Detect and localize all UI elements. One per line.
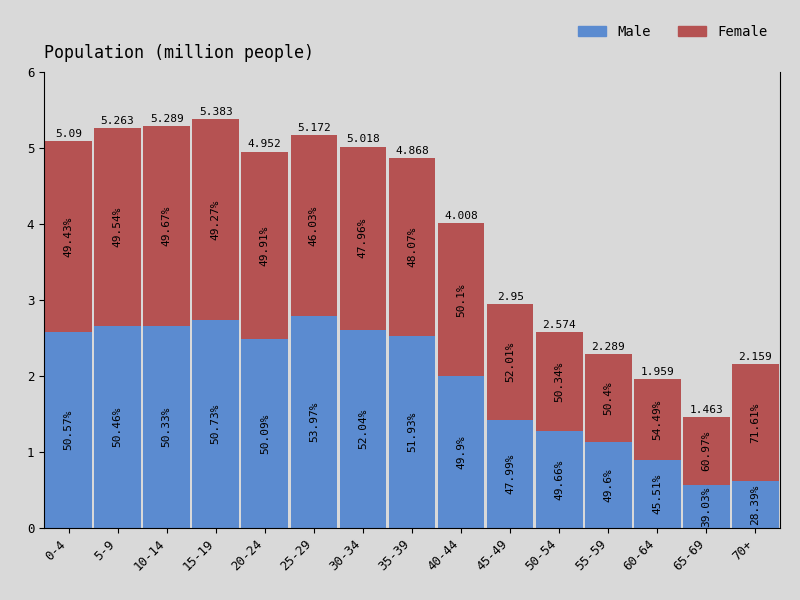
Bar	[389, 336, 435, 528]
Bar	[389, 158, 435, 336]
Text: Population (million people): Population (million people)	[44, 44, 314, 62]
Text: 49.91%: 49.91%	[260, 226, 270, 266]
Bar	[634, 379, 681, 460]
Text: 49.6%: 49.6%	[603, 468, 614, 502]
Bar	[487, 304, 534, 421]
Text: 52.01%: 52.01%	[505, 342, 515, 382]
Text: 49.43%: 49.43%	[63, 217, 74, 257]
Bar	[46, 332, 92, 528]
Text: 50.73%: 50.73%	[210, 404, 221, 445]
Text: 60.97%: 60.97%	[702, 430, 711, 471]
Text: 5.289: 5.289	[150, 114, 183, 124]
Text: 50.1%: 50.1%	[456, 283, 466, 317]
Text: 28.39%: 28.39%	[750, 484, 761, 525]
Text: 2.574: 2.574	[542, 320, 576, 330]
Bar	[683, 417, 730, 485]
Bar	[340, 329, 386, 528]
Bar	[290, 316, 337, 528]
Text: 1.463: 1.463	[690, 404, 723, 415]
Bar	[143, 126, 190, 326]
Bar	[585, 442, 631, 528]
Text: 5.172: 5.172	[297, 122, 330, 133]
Text: 5.018: 5.018	[346, 134, 380, 145]
Text: 2.289: 2.289	[591, 342, 625, 352]
Bar	[193, 119, 239, 320]
Bar	[242, 340, 288, 528]
Text: 5.09: 5.09	[55, 129, 82, 139]
Text: 4.868: 4.868	[395, 146, 429, 156]
Text: 71.61%: 71.61%	[750, 403, 761, 443]
Text: 49.27%: 49.27%	[210, 199, 221, 240]
Bar	[536, 431, 582, 528]
Text: 48.07%: 48.07%	[407, 227, 417, 267]
Bar	[94, 326, 141, 528]
Text: 4.008: 4.008	[444, 211, 478, 221]
Text: 5.263: 5.263	[101, 116, 134, 126]
Bar	[438, 223, 484, 376]
Bar	[585, 354, 631, 442]
Text: 47.96%: 47.96%	[358, 218, 368, 259]
Text: 50.4%: 50.4%	[603, 381, 614, 415]
Text: 52.04%: 52.04%	[358, 409, 368, 449]
Text: 49.67%: 49.67%	[162, 206, 172, 246]
Text: 49.66%: 49.66%	[554, 459, 564, 500]
Text: 50.34%: 50.34%	[554, 361, 564, 402]
Text: 46.03%: 46.03%	[309, 205, 319, 245]
Bar	[143, 326, 190, 528]
Text: 54.49%: 54.49%	[652, 400, 662, 440]
Text: 45.51%: 45.51%	[652, 474, 662, 514]
Text: 2.159: 2.159	[738, 352, 772, 362]
Bar	[242, 152, 288, 340]
Bar	[340, 146, 386, 329]
Text: 2.95: 2.95	[497, 292, 524, 302]
Bar	[290, 135, 337, 316]
Text: 47.99%: 47.99%	[505, 454, 515, 494]
Text: 50.09%: 50.09%	[260, 413, 270, 454]
Text: 53.97%: 53.97%	[309, 401, 319, 442]
Legend: Male, Female: Male, Female	[573, 20, 773, 45]
Text: 1.959: 1.959	[641, 367, 674, 377]
Bar	[634, 460, 681, 528]
Bar	[683, 485, 730, 528]
Bar	[487, 421, 534, 528]
Bar	[536, 332, 582, 431]
Text: 51.93%: 51.93%	[407, 412, 417, 452]
Text: 4.952: 4.952	[248, 139, 282, 149]
Text: 50.46%: 50.46%	[113, 407, 122, 448]
Text: 39.03%: 39.03%	[702, 486, 711, 527]
Bar	[94, 128, 141, 326]
Text: 50.33%: 50.33%	[162, 407, 172, 447]
Text: 49.9%: 49.9%	[456, 435, 466, 469]
Bar	[193, 320, 239, 528]
Bar	[732, 481, 778, 528]
Text: 50.57%: 50.57%	[63, 410, 74, 451]
Bar	[46, 141, 92, 332]
Text: 5.383: 5.383	[199, 107, 233, 116]
Text: 49.54%: 49.54%	[113, 207, 122, 247]
Bar	[438, 376, 484, 528]
Bar	[732, 364, 778, 481]
